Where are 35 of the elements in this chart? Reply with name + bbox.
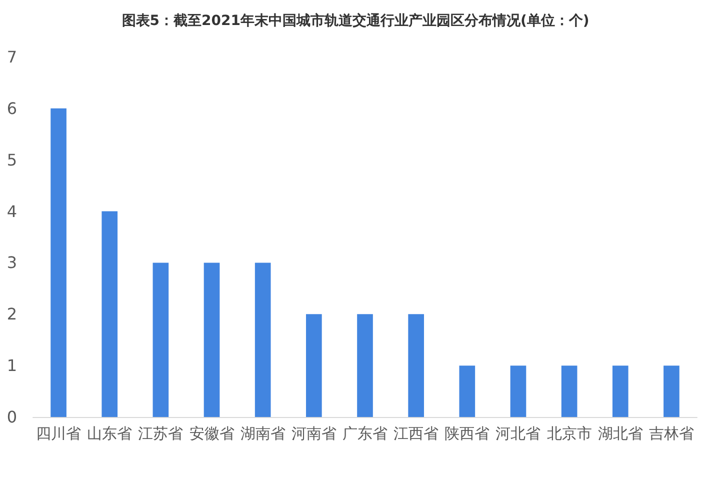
y-tick-label: 7 [6,48,17,66]
x-tick-label: 山东省 [87,424,132,442]
x-tick-label: 江苏省 [138,424,184,442]
y-tick-label: 0 [6,408,17,426]
bar [254,262,271,417]
x-tick-label: 北京市 [546,424,592,442]
bar [306,314,322,417]
y-tick-label: 3 [6,253,17,272]
chart-title: 图表5：截至2021年末中国城市轨道交通行业产业园区分布情况(单位：个) [122,12,590,29]
x-tick-label: 陕西省 [444,424,490,442]
bar [50,108,66,417]
bar [152,262,169,417]
x-tick-label: 广东省 [342,424,388,442]
x-tick-label: 河南省 [291,424,336,442]
y-tick-label: 5 [6,150,17,170]
x-tick-label: 河北省 [496,424,541,442]
y-tick-label: 2 [6,304,17,324]
x-tick-label: 江西省 [394,424,439,442]
y-tick-label: 6 [6,98,17,118]
bar [459,366,476,417]
bar [510,366,526,417]
x-tick-label: 湖北省 [598,424,643,442]
y-tick-label: 4 [6,202,17,221]
x-tick-label: 湖南省 [240,424,286,442]
bar [561,366,578,417]
x-tick-label: 四川省 [36,424,82,442]
bar [612,366,628,417]
bar [102,211,118,417]
bar [357,314,373,417]
bar [408,314,424,417]
x-tick-label: 吉林省 [648,424,694,442]
y-tick-label: 1 [6,356,17,376]
bar [204,262,220,417]
x-tick-label: 安徽省 [189,424,234,442]
bar [664,366,680,417]
